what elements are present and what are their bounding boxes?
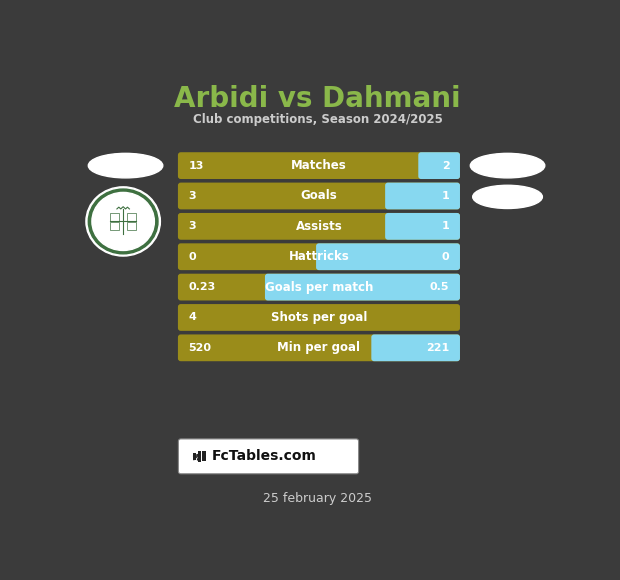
Bar <box>388 216 396 237</box>
Text: Arbidi vs Dahmani: Arbidi vs Dahmani <box>174 85 461 113</box>
Text: 25 february 2025: 25 february 2025 <box>264 492 372 505</box>
FancyBboxPatch shape <box>385 183 460 209</box>
Bar <box>193 453 196 460</box>
Text: Goals: Goals <box>301 190 337 202</box>
Text: 520: 520 <box>188 343 211 353</box>
FancyBboxPatch shape <box>178 304 460 331</box>
Text: 13: 13 <box>188 161 204 171</box>
Bar <box>128 222 136 230</box>
FancyBboxPatch shape <box>265 274 460 300</box>
Ellipse shape <box>88 153 163 178</box>
Text: Hattricks: Hattricks <box>288 250 349 263</box>
Text: 0: 0 <box>188 252 196 262</box>
Bar <box>110 213 119 221</box>
Text: 1: 1 <box>441 222 450 231</box>
FancyBboxPatch shape <box>316 244 460 270</box>
FancyBboxPatch shape <box>178 183 460 209</box>
Text: 4: 4 <box>188 313 197 322</box>
Text: 3: 3 <box>188 191 196 201</box>
FancyBboxPatch shape <box>178 213 460 240</box>
Text: FcTables.com: FcTables.com <box>212 450 317 463</box>
Bar <box>110 222 119 230</box>
Text: 3: 3 <box>188 222 196 231</box>
FancyBboxPatch shape <box>371 335 460 361</box>
FancyBboxPatch shape <box>418 152 460 179</box>
Ellipse shape <box>471 153 545 178</box>
Text: Matches: Matches <box>291 159 347 172</box>
Text: Goals per match: Goals per match <box>265 281 373 293</box>
Text: 221: 221 <box>426 343 450 353</box>
Text: 0.5: 0.5 <box>430 282 450 292</box>
Text: Shots per goal: Shots per goal <box>271 311 367 324</box>
FancyBboxPatch shape <box>179 439 358 474</box>
Bar <box>268 277 277 298</box>
Text: Club competitions, Season 2024/2025: Club competitions, Season 2024/2025 <box>193 113 443 126</box>
Ellipse shape <box>92 193 154 251</box>
FancyBboxPatch shape <box>178 244 460 270</box>
Bar <box>198 451 201 462</box>
Text: Assists: Assists <box>296 220 342 233</box>
FancyBboxPatch shape <box>178 152 460 179</box>
Text: 2: 2 <box>441 161 450 171</box>
Ellipse shape <box>86 187 161 256</box>
Bar <box>374 337 384 358</box>
Text: 0: 0 <box>442 252 450 262</box>
Bar <box>128 213 136 221</box>
Text: 0.23: 0.23 <box>188 282 216 292</box>
Text: Min per goal: Min per goal <box>278 342 360 354</box>
Bar <box>421 155 425 176</box>
Bar <box>202 451 206 461</box>
FancyBboxPatch shape <box>178 335 460 361</box>
FancyBboxPatch shape <box>385 213 460 240</box>
Text: 1: 1 <box>441 191 450 201</box>
Bar <box>319 246 329 267</box>
FancyBboxPatch shape <box>178 274 460 300</box>
Ellipse shape <box>472 185 542 208</box>
Bar <box>388 185 396 206</box>
Ellipse shape <box>88 189 158 254</box>
